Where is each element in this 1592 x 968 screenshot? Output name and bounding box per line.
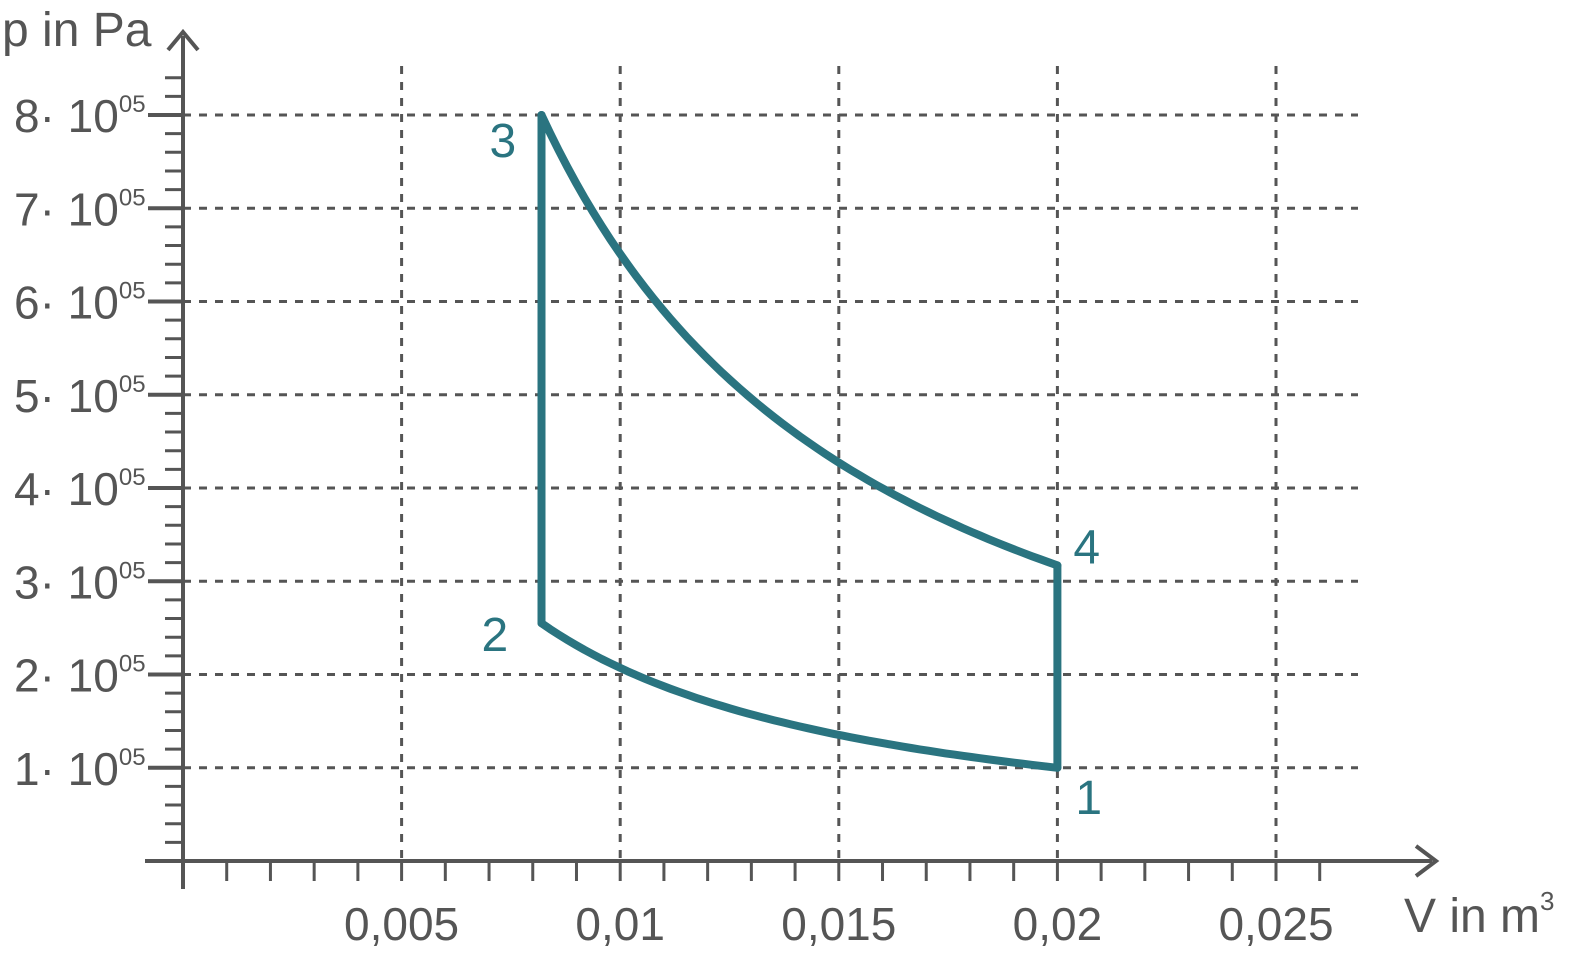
y-tick-label-8: 8· 1005 <box>14 90 146 142</box>
point-label-1: 1 <box>1075 772 1102 825</box>
grid <box>183 66 1358 861</box>
y-tick-label-2: 2· 1005 <box>14 650 146 702</box>
cycle-segment-1-2 <box>537 619 1062 772</box>
y-tick-label-sup-7: 05 <box>119 184 146 211</box>
x-axis-arrow <box>1414 844 1440 878</box>
y-tick-label-base-8: 8· 10 <box>14 90 119 142</box>
point-label-3: 3 <box>490 115 517 168</box>
y-tick-label-sup-5: 05 <box>119 371 146 398</box>
y-tick-label-3: 3· 1005 <box>14 556 146 608</box>
minor-ticks <box>148 76 1322 889</box>
y-tick-label-sup-6: 05 <box>119 278 146 305</box>
y-tick-label-base-2: 2· 10 <box>14 650 119 702</box>
axes <box>145 28 1440 889</box>
y-tick-label-sup-4: 05 <box>119 464 146 491</box>
x-axis-label-sup: 3 <box>1540 886 1554 916</box>
x-axis-label: V in m3 <box>1404 886 1555 943</box>
point-label-4: 4 <box>1073 521 1100 574</box>
x-tick-label-3: 0,015 <box>781 898 896 950</box>
y-tick-label-7: 7· 1005 <box>14 183 146 235</box>
point-label-2: 2 <box>482 609 509 662</box>
y-tick-label-base-4: 4· 10 <box>14 463 119 515</box>
y-tick-label-4: 4· 1005 <box>14 463 146 515</box>
x-axis-label-text: V in m <box>1404 890 1540 943</box>
y-tick-label-5: 5· 1005 <box>14 370 146 422</box>
y-tick-label-sup-8: 05 <box>119 91 146 118</box>
y-tick-label-base-5: 5· 10 <box>14 370 119 422</box>
point-labels: 1 2 3 4 <box>482 115 1103 825</box>
y-axis-label: p in Pa <box>2 4 152 57</box>
y-tick-label-6: 6· 1005 <box>14 277 146 329</box>
x-tick-label-4: 0,02 <box>1013 898 1103 950</box>
y-tick-label-sup-3: 05 <box>119 557 146 584</box>
x-tick-labels: 0,005 0,01 0,015 0,02 0,025 <box>344 898 1334 950</box>
y-tick-label-1: 1· 1005 <box>14 743 146 795</box>
y-tick-label-base-1: 1· 10 <box>14 743 119 795</box>
cycle-segment-3-4 <box>537 111 1062 570</box>
x-tick-label-5: 0,025 <box>1218 898 1333 950</box>
y-axis-arrow <box>166 28 200 52</box>
x-tick-label-1: 0,005 <box>344 898 459 950</box>
y-tick-label-sup-1: 05 <box>119 744 146 771</box>
y-tick-label-base-3: 3· 10 <box>14 556 119 608</box>
x-tick-label-2: 0,01 <box>575 898 665 950</box>
cycle-series <box>537 111 1062 772</box>
y-tick-label-base-6: 6· 10 <box>14 277 119 329</box>
y-tick-label-base-7: 7· 10 <box>14 183 119 235</box>
y-tick-label-sup-2: 05 <box>119 651 146 678</box>
